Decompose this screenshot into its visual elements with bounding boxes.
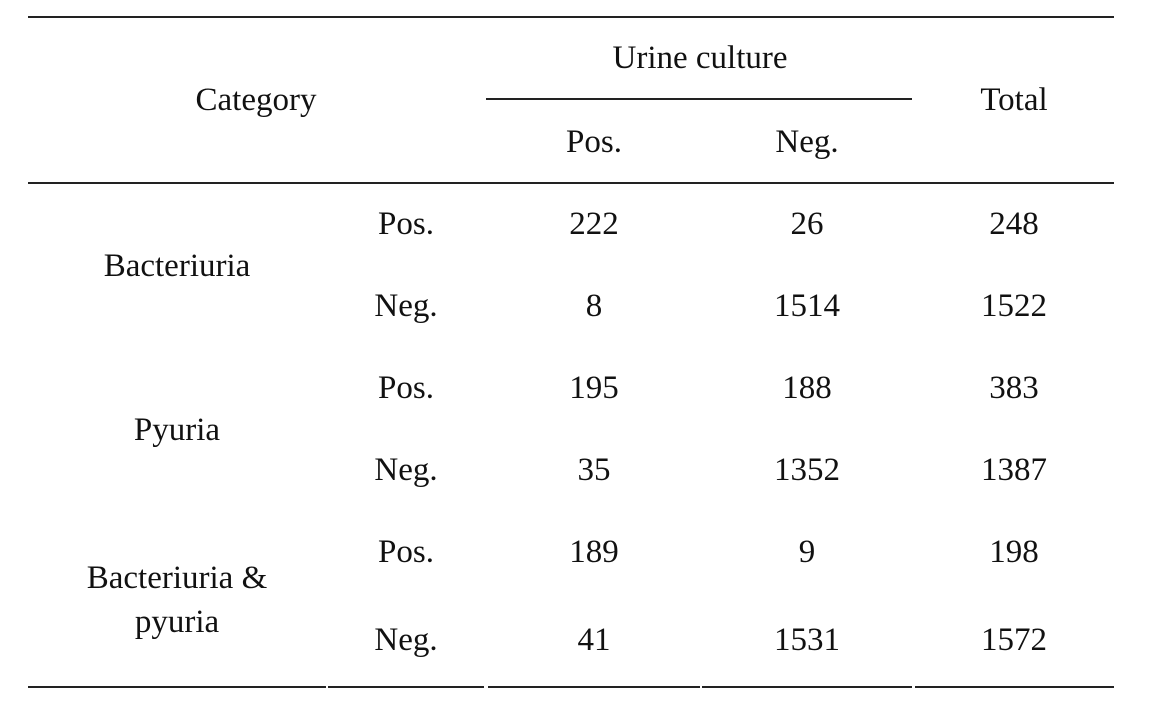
cell-neg: 1514: [774, 288, 840, 324]
urine-culture-rule: [486, 98, 912, 100]
cell-neg: 188: [782, 370, 832, 406]
cell-neg: 1352: [774, 452, 840, 488]
bottom-rule-2: [328, 686, 484, 688]
cell-pos: 222: [569, 206, 619, 242]
bottom-rule-3: [488, 686, 700, 688]
cell-pos: 35: [577, 452, 611, 488]
row-label: Neg.: [374, 622, 438, 658]
cell-pos: 195: [569, 370, 619, 406]
header-category: Category: [195, 82, 317, 118]
header-pos: Pos.: [566, 124, 622, 160]
header-urine-culture: Urine culture: [612, 40, 788, 76]
bottom-rule-5: [915, 686, 1114, 688]
cell-pos: 41: [577, 622, 611, 658]
group-pyuria-label: Pyuria: [133, 412, 221, 448]
group-bacteriuria-pyuria-label-line1: Bacteriuria &: [86, 560, 268, 596]
row-label: Neg.: [374, 452, 438, 488]
cell-neg: 9: [798, 534, 816, 570]
header-neg: Neg.: [775, 124, 839, 160]
top-rule: [28, 16, 1114, 18]
bottom-rule-4: [702, 686, 912, 688]
cell-total: 1522: [981, 288, 1047, 324]
cell-total: 1387: [981, 452, 1047, 488]
group-bacteriuria-pyuria-label-line2: pyuria: [134, 604, 220, 640]
row-label: Neg.: [374, 288, 438, 324]
cell-pos: 8: [585, 288, 603, 324]
row-label: Pos.: [378, 370, 434, 406]
cell-total: 248: [989, 206, 1039, 242]
cell-total: 1572: [981, 622, 1047, 658]
group-bacteriuria-label: Bacteriuria: [103, 248, 251, 284]
cell-neg: 26: [790, 206, 824, 242]
cell-neg: 1531: [774, 622, 840, 658]
cell-total: 198: [989, 534, 1039, 570]
row-label: Pos.: [378, 206, 434, 242]
header-total: Total: [980, 82, 1048, 118]
cell-total: 383: [989, 370, 1039, 406]
bottom-rule-1: [28, 686, 326, 688]
header-bottom-rule: [28, 182, 1114, 184]
row-label: Pos.: [378, 534, 434, 570]
cell-pos: 189: [569, 534, 619, 570]
